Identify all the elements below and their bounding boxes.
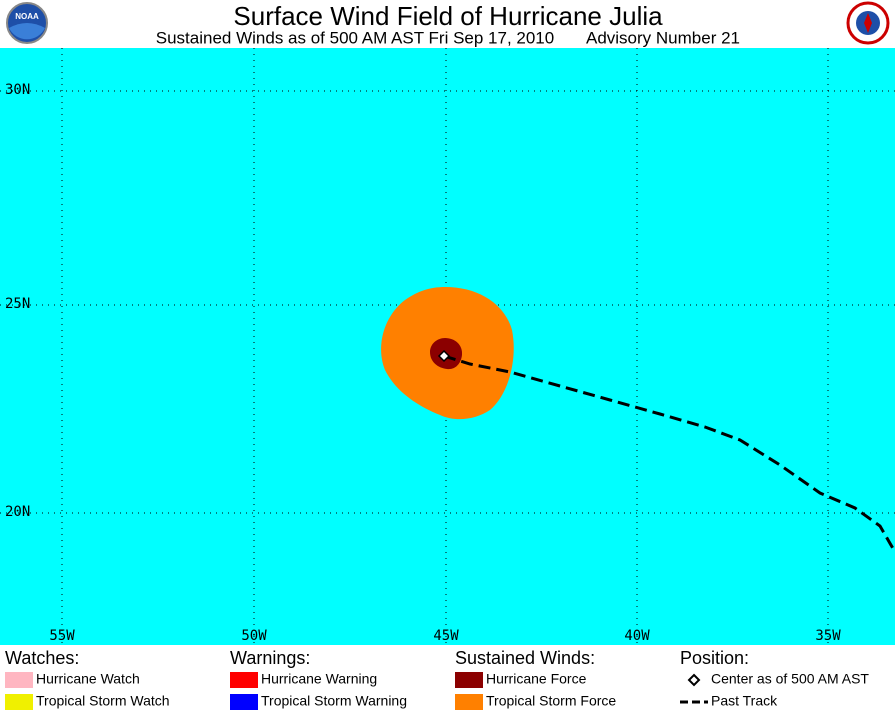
legend-item: Tropical Storm Force (486, 693, 616, 709)
legend-item: Hurricane Watch (36, 671, 140, 687)
legend-swatch (5, 672, 33, 688)
logo-text: NOAA (15, 12, 39, 21)
legend-swatch (230, 672, 258, 688)
legend-item: Hurricane Force (486, 671, 587, 687)
legend-heading: Warnings: (230, 648, 310, 668)
legend-item: Past Track (711, 693, 778, 709)
longitude-label: 35W (815, 628, 841, 644)
legend-swatch (455, 694, 483, 710)
graticule: 30N 25N 20N 55W 50W 45W 40W 35W (0, 48, 895, 645)
legend-item: Tropical Storm Warning (261, 693, 407, 709)
legend-item: Hurricane Warning (261, 671, 377, 687)
nws-logo (846, 1, 890, 45)
latitude-label: 25N (5, 296, 30, 312)
advisory: Advisory Number 21 (586, 28, 740, 47)
legend-swatch (230, 694, 258, 710)
longitude-label: 50W (241, 628, 267, 644)
longitude-label: 55W (49, 628, 75, 644)
legend-item: Center as of 500 AM AST (711, 671, 869, 687)
noaa-logo: NOAA (6, 2, 48, 44)
longitude-label: 45W (433, 628, 459, 644)
legend-heading: Sustained Winds: (455, 648, 595, 668)
legend-heading: Watches: (5, 648, 79, 668)
past-track (443, 354, 895, 553)
legend-heading: Position: (680, 648, 749, 668)
title: Surface Wind Field of Hurricane Julia (233, 1, 663, 31)
legend-swatch (5, 694, 33, 710)
legend: Watches: Hurricane Watch Tropical Storm Wa… (5, 648, 869, 710)
storm-center (437, 349, 451, 363)
longitude-label: 40W (624, 628, 650, 644)
legend-item: Tropical Storm Watch (36, 693, 170, 709)
legend-swatch (455, 672, 483, 688)
legend-center-icon (687, 673, 701, 687)
latitude-label: 20N (5, 504, 30, 520)
latitude-label: 30N (5, 82, 30, 98)
subtitle: Sustained Winds as of 500 AM AST Fri Sep… (156, 28, 554, 47)
